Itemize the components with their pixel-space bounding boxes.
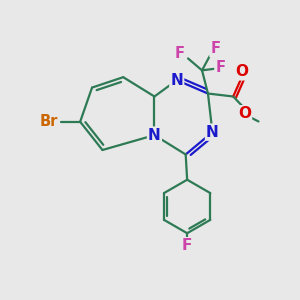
Text: N: N: [148, 128, 161, 142]
Text: F: F: [215, 60, 225, 75]
Text: N: N: [170, 73, 183, 88]
Text: N: N: [206, 125, 219, 140]
Text: O: O: [236, 64, 249, 79]
Text: F: F: [210, 41, 220, 56]
Text: F: F: [175, 46, 185, 61]
Text: Br: Br: [40, 114, 58, 129]
Text: F: F: [182, 238, 192, 253]
Text: O: O: [238, 106, 251, 121]
